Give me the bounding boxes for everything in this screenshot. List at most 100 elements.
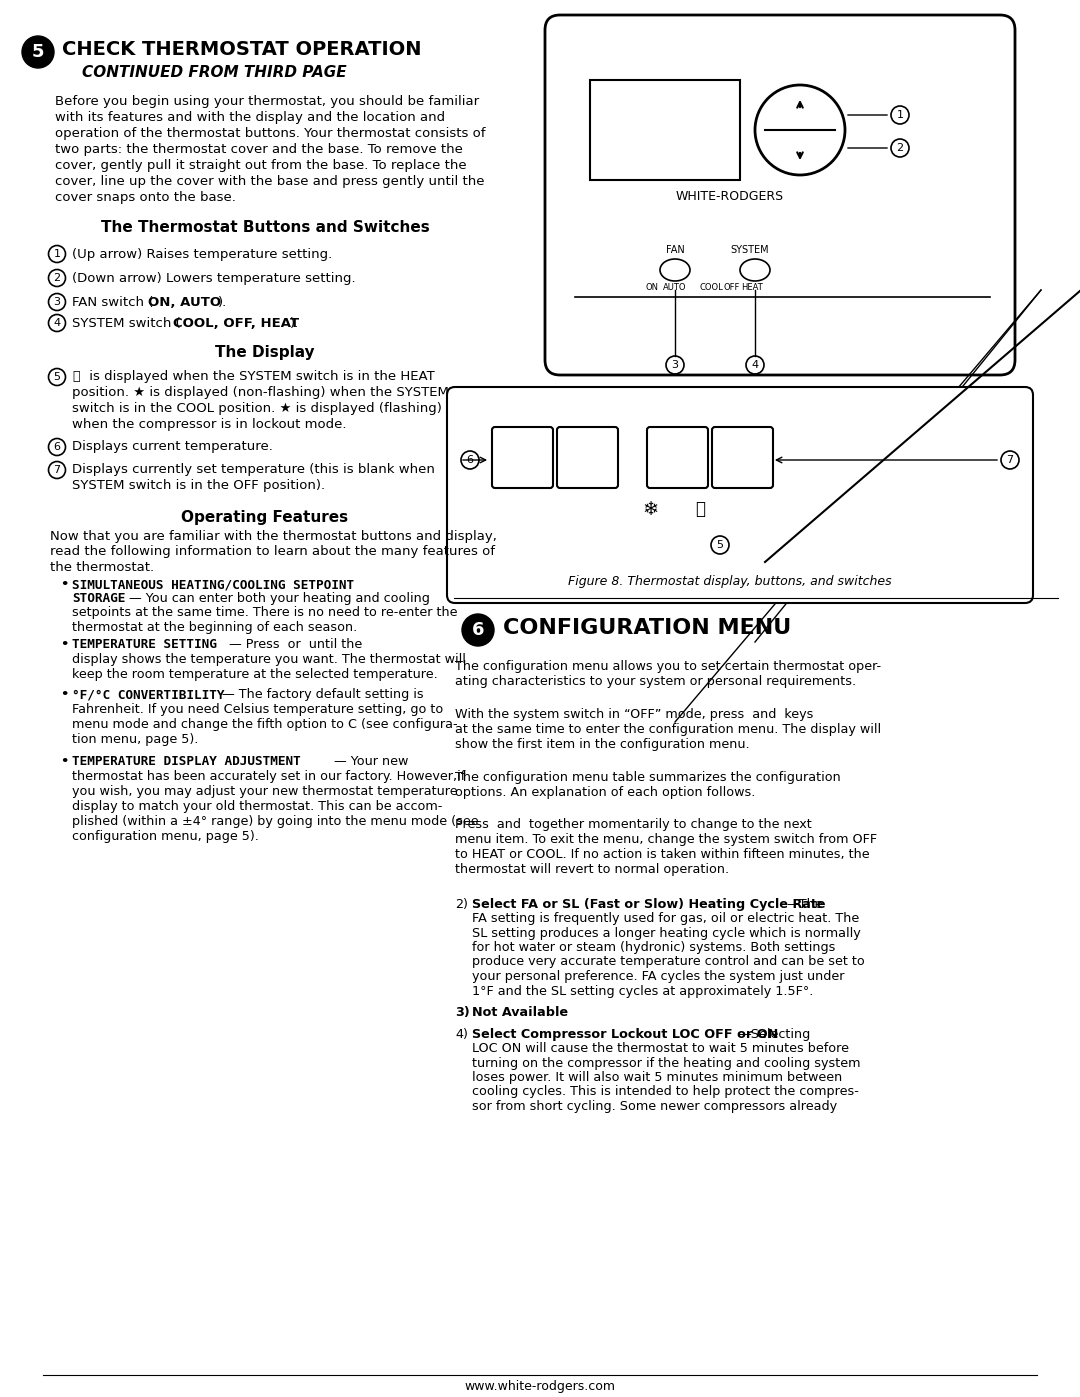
Text: — Your new: — Your new [330,754,408,768]
Text: for hot water or steam (hydronic) systems. Both settings: for hot water or steam (hydronic) system… [472,942,835,954]
Circle shape [755,85,845,175]
Text: FAN switch (: FAN switch ( [72,296,153,309]
Text: CONTINUED FROM THIRD PAGE: CONTINUED FROM THIRD PAGE [82,66,347,80]
Text: ating characteristics to your system or personal requirements.: ating characteristics to your system or … [455,675,856,687]
Text: WHITE-RODGERS: WHITE-RODGERS [676,190,784,203]
Text: 4): 4) [455,1028,468,1041]
Text: — The factory default setting is: — The factory default setting is [218,687,423,701]
FancyBboxPatch shape [712,427,773,488]
Text: 7: 7 [1007,455,1013,465]
Text: —Selecting: —Selecting [738,1028,810,1041]
Text: •: • [60,687,68,701]
Text: 2: 2 [53,272,60,284]
Text: FA setting is frequently used for gas, oil or electric heat. The: FA setting is frequently used for gas, o… [472,912,860,925]
FancyBboxPatch shape [557,427,618,488]
Text: Figure 8. Thermostat display, buttons, and switches: Figure 8. Thermostat display, buttons, a… [568,576,892,588]
FancyBboxPatch shape [447,387,1032,604]
Text: Operating Features: Operating Features [181,510,349,525]
Text: setpoints at the same time. There is no need to re-enter the: setpoints at the same time. There is no … [72,606,458,619]
Text: LOC ON will cause the thermostat to wait 5 minutes before: LOC ON will cause the thermostat to wait… [472,1042,849,1055]
Text: 5: 5 [716,541,724,550]
Text: 6: 6 [467,455,473,465]
Text: Select Compressor Lockout LOC OFF or ON: Select Compressor Lockout LOC OFF or ON [472,1028,779,1041]
Text: read the following information to learn about the many features of: read the following information to learn … [50,545,495,559]
Text: 3): 3) [455,1006,470,1018]
Text: the thermostat.: the thermostat. [50,562,154,574]
Text: menu item. To exit the menu, change the system switch from OFF: menu item. To exit the menu, change the … [455,833,877,847]
Text: display to match your old thermostat. This can be accom-: display to match your old thermostat. Th… [72,800,443,813]
Text: keep the room temperature at the selected temperature.: keep the room temperature at the selecte… [72,668,437,680]
Text: 1: 1 [896,110,904,120]
FancyBboxPatch shape [492,427,553,488]
Text: www.white-rodgers.com: www.white-rodgers.com [464,1380,616,1393]
Text: is displayed when the SYSTEM switch is in the HEAT: is displayed when the SYSTEM switch is i… [85,370,435,383]
Text: FAN: FAN [665,244,685,256]
Text: 2: 2 [896,142,904,154]
Text: produce very accurate temperature control and can be set to: produce very accurate temperature contro… [472,956,865,968]
Text: Press  and  together momentarily to change to the next: Press and together momentarily to change… [455,819,812,831]
Text: CONFIGURATION MENU: CONFIGURATION MENU [503,617,792,638]
Text: —The: —The [786,898,823,911]
Text: SYSTEM switch is in the OFF position).: SYSTEM switch is in the OFF position). [72,479,325,492]
Text: HEAT: HEAT [741,284,762,292]
Text: switch is in the COOL position. ★ is displayed (flashing): switch is in the COOL position. ★ is dis… [72,402,442,415]
Text: your personal preference. FA cycles the system just under: your personal preference. FA cycles the … [472,970,845,983]
Ellipse shape [740,258,770,281]
Circle shape [462,615,494,645]
FancyBboxPatch shape [545,15,1015,374]
Text: configuration menu, page 5).: configuration menu, page 5). [72,830,259,842]
Text: loses power. It will also wait 5 minutes minimum between: loses power. It will also wait 5 minutes… [472,1071,842,1084]
Text: SYSTEM switch (: SYSTEM switch ( [72,317,180,330]
Text: SIMULTANEOUS HEATING/COOLING SETPOINT: SIMULTANEOUS HEATING/COOLING SETPOINT [72,578,354,591]
Text: 1: 1 [54,249,60,258]
Text: cooling cycles. This is intended to help protect the compres-: cooling cycles. This is intended to help… [472,1085,859,1098]
Text: 5: 5 [54,372,60,381]
Bar [590,80,740,180]
Text: SL setting produces a longer heating cycle which is normally: SL setting produces a longer heating cyc… [472,926,861,940]
Text: 6: 6 [54,441,60,453]
Text: 3: 3 [672,360,678,370]
Text: 7: 7 [53,465,60,475]
Text: at the same time to enter the configuration menu. The display will: at the same time to enter the configurat… [455,724,881,736]
FancyBboxPatch shape [647,427,708,488]
Text: cover, gently pull it straight out from the base. To replace the: cover, gently pull it straight out from … [55,159,467,172]
Text: Select FA or SL (Fast or Slow) Heating Cycle Rate: Select FA or SL (Fast or Slow) Heating C… [472,898,825,911]
Text: ON, AUTO: ON, AUTO [148,296,221,309]
Text: 2): 2) [455,898,468,911]
Text: Now that you are familiar with the thermostat buttons and display,: Now that you are familiar with the therm… [50,529,497,543]
Text: CHECK THERMOSTAT OPERATION: CHECK THERMOSTAT OPERATION [62,41,421,59]
Text: turning on the compressor if the heating and cooling system: turning on the compressor if the heating… [472,1056,861,1070]
Text: COOL, OFF, HEAT: COOL, OFF, HEAT [173,317,299,330]
Text: TEMPERATURE SETTING: TEMPERATURE SETTING [72,638,217,651]
Text: SYSTEM: SYSTEM [731,244,769,256]
Text: STORAGE: STORAGE [72,592,125,605]
Text: Not Available: Not Available [472,1006,568,1018]
Text: when the compressor is in lockout mode.: when the compressor is in lockout mode. [72,418,347,432]
Text: With the system switch in “OFF” mode, press  and  keys: With the system switch in “OFF” mode, pr… [455,708,813,721]
Text: •: • [60,578,68,591]
Text: — Press  or  until the: — Press or until the [225,638,362,651]
Text: display shows the temperature you want. The thermostat will: display shows the temperature you want. … [72,652,465,666]
Text: Displays current temperature.: Displays current temperature. [72,440,273,453]
Text: °F/°C CONVERTIBILITY: °F/°C CONVERTIBILITY [72,687,225,701]
Text: — You can enter both your heating and cooling: — You can enter both your heating and co… [125,592,430,605]
Text: thermostat at the beginning of each season.: thermostat at the beginning of each seas… [72,622,357,634]
Text: The Thermostat Buttons and Switches: The Thermostat Buttons and Switches [100,219,430,235]
Text: The configuration menu allows you to set certain thermostat oper-: The configuration menu allows you to set… [455,659,881,673]
Text: you wish, you may adjust your new thermostat temperature: you wish, you may adjust your new thermo… [72,785,458,798]
Text: (Down arrow) Lowers temperature setting.: (Down arrow) Lowers temperature setting. [72,272,355,285]
Text: COOL: COOL [700,284,724,292]
Text: Fahrenheit. If you need Celsius temperature setting, go to: Fahrenheit. If you need Celsius temperat… [72,703,443,717]
Text: OFF: OFF [723,284,740,292]
Text: •: • [60,638,68,651]
Text: The configuration menu table summarizes the configuration: The configuration menu table summarizes … [455,771,840,784]
Text: The Display: The Display [215,345,314,360]
Text: ).: ). [218,296,227,309]
Text: sor from short cycling. Some newer compressors already: sor from short cycling. Some newer compr… [472,1099,837,1113]
Text: plished (within a ±4° range) by going into the menu mode (see: plished (within a ±4° range) by going in… [72,814,478,828]
Text: menu mode and change the fifth option to C (see configura-: menu mode and change the fifth option to… [72,718,458,731]
Text: 5: 5 [31,43,44,61]
Text: Displays currently set temperature (this is blank when: Displays currently set temperature (this… [72,462,435,476]
Text: TEMPERATURE DISPLAY ADJUSTMENT: TEMPERATURE DISPLAY ADJUSTMENT [72,754,300,768]
Text: position. ★ is displayed (non-flashing) when the SYSTEM: position. ★ is displayed (non-flashing) … [72,386,449,400]
